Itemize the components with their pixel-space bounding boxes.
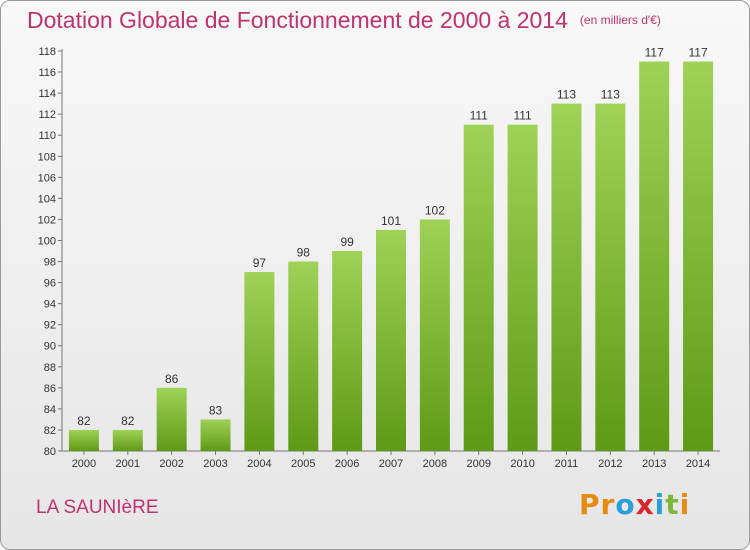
y-tick-label: 86 xyxy=(44,383,56,395)
y-tick-label: 114 xyxy=(38,88,56,100)
chart-title: Dotation Globale de Fonctionnement de 20… xyxy=(27,7,661,34)
x-tick-label-2013: 2013 xyxy=(642,458,666,470)
data-label-2010: 111 xyxy=(513,109,532,123)
data-label-2002: 86 xyxy=(165,372,179,386)
y-tick-label: 92 xyxy=(44,320,56,332)
data-label-2005: 98 xyxy=(297,246,311,260)
data-label-2014: 117 xyxy=(688,46,707,60)
logo-letter: x xyxy=(635,488,655,521)
data-label-2006: 99 xyxy=(340,235,354,249)
y-tick-label: 82 xyxy=(44,425,56,437)
data-label-2009: 111 xyxy=(470,109,489,123)
x-tick-label-2006: 2006 xyxy=(335,458,359,470)
logo-letter: t xyxy=(665,488,680,521)
y-tick-label: 108 xyxy=(38,151,56,163)
bar-2013 xyxy=(639,61,670,452)
bar-2010 xyxy=(507,124,538,452)
y-tick-label: 118 xyxy=(38,46,56,58)
y-tick-label: 90 xyxy=(44,341,56,353)
y-tick-label: 96 xyxy=(44,278,56,290)
data-label-2013: 117 xyxy=(645,46,664,60)
commune-name: LA SAUNIèRE xyxy=(36,497,159,518)
bar-2004 xyxy=(244,272,275,451)
x-tick-label-2012: 2012 xyxy=(598,458,622,470)
x-tick-label-2010: 2010 xyxy=(510,458,534,470)
y-tick-label: 102 xyxy=(38,214,56,226)
title-text: Dotation Globale de Fonctionnement de 20… xyxy=(27,7,568,33)
bar-2003 xyxy=(200,419,231,451)
x-tick-label-2002: 2002 xyxy=(159,458,183,470)
y-tick-label: 112 xyxy=(38,109,56,121)
chart-labels: 82 82 86 83 97 98 99 101 102 111 111 113 113 117 117 xyxy=(77,46,708,428)
bar-2005 xyxy=(288,261,319,451)
bar-2008 xyxy=(419,219,450,451)
data-label-2003: 83 xyxy=(209,403,223,417)
x-tick-label-2000: 2000 xyxy=(72,458,96,470)
data-label-2011: 113 xyxy=(557,88,576,102)
unit-label: (en milliers d'€) xyxy=(579,13,661,27)
x-tick-label-2004: 2004 xyxy=(247,458,271,470)
y-tick-label: 98 xyxy=(44,257,56,269)
bar-2011 xyxy=(551,103,582,451)
data-label-2012: 113 xyxy=(601,88,620,102)
x-tick-label-2011: 2011 xyxy=(555,458,579,470)
data-label-2004: 97 xyxy=(253,256,267,270)
x-tick-label-2009: 2009 xyxy=(466,458,490,470)
x-tick-label-2001: 2001 xyxy=(116,458,140,470)
data-label-2000: 82 xyxy=(77,414,91,428)
chart-bars xyxy=(68,61,714,452)
y-tick-label: 84 xyxy=(44,404,56,416)
data-label-2001: 82 xyxy=(121,414,135,428)
chart-axes: 80 82 84 86 88 90 92 94 96 98 100 102 104 106 108 110 11… xyxy=(38,46,720,470)
y-tick-label: 110 xyxy=(38,130,56,142)
logo-letter: i xyxy=(654,488,666,521)
x-tick-label-2014: 2014 xyxy=(686,458,710,470)
x-tick-label-2005: 2005 xyxy=(291,458,315,470)
bar-2000 xyxy=(68,429,99,451)
bar-2006 xyxy=(332,251,363,451)
logo-letter: i xyxy=(679,488,691,521)
bar-2014 xyxy=(683,61,714,452)
data-label-2007: 101 xyxy=(381,214,401,228)
x-tick-label-2003: 2003 xyxy=(203,458,227,470)
logo-letter: P xyxy=(579,488,601,521)
y-tick-label: 106 xyxy=(38,172,56,184)
bar-2007 xyxy=(376,229,406,451)
y-tick-label: 104 xyxy=(38,193,56,205)
logo-letter: r xyxy=(600,488,616,521)
y-tick-label: 100 xyxy=(38,235,56,247)
bar-2001 xyxy=(112,429,143,451)
bar-2012 xyxy=(595,103,626,451)
bar-2002 xyxy=(156,387,187,451)
x-tick-label-2008: 2008 xyxy=(423,458,447,470)
y-tick-label: 88 xyxy=(44,362,56,374)
y-tick-label: 94 xyxy=(44,299,56,311)
x-tick-label-2007: 2007 xyxy=(379,458,403,470)
proxiti-logo: Proxiti xyxy=(579,488,690,521)
logo-letter: o xyxy=(615,488,636,521)
y-tick-label: 80 xyxy=(44,446,56,458)
data-label-2008: 102 xyxy=(425,203,445,217)
bar-2009 xyxy=(463,124,494,452)
y-tick-label: 116 xyxy=(38,67,56,79)
